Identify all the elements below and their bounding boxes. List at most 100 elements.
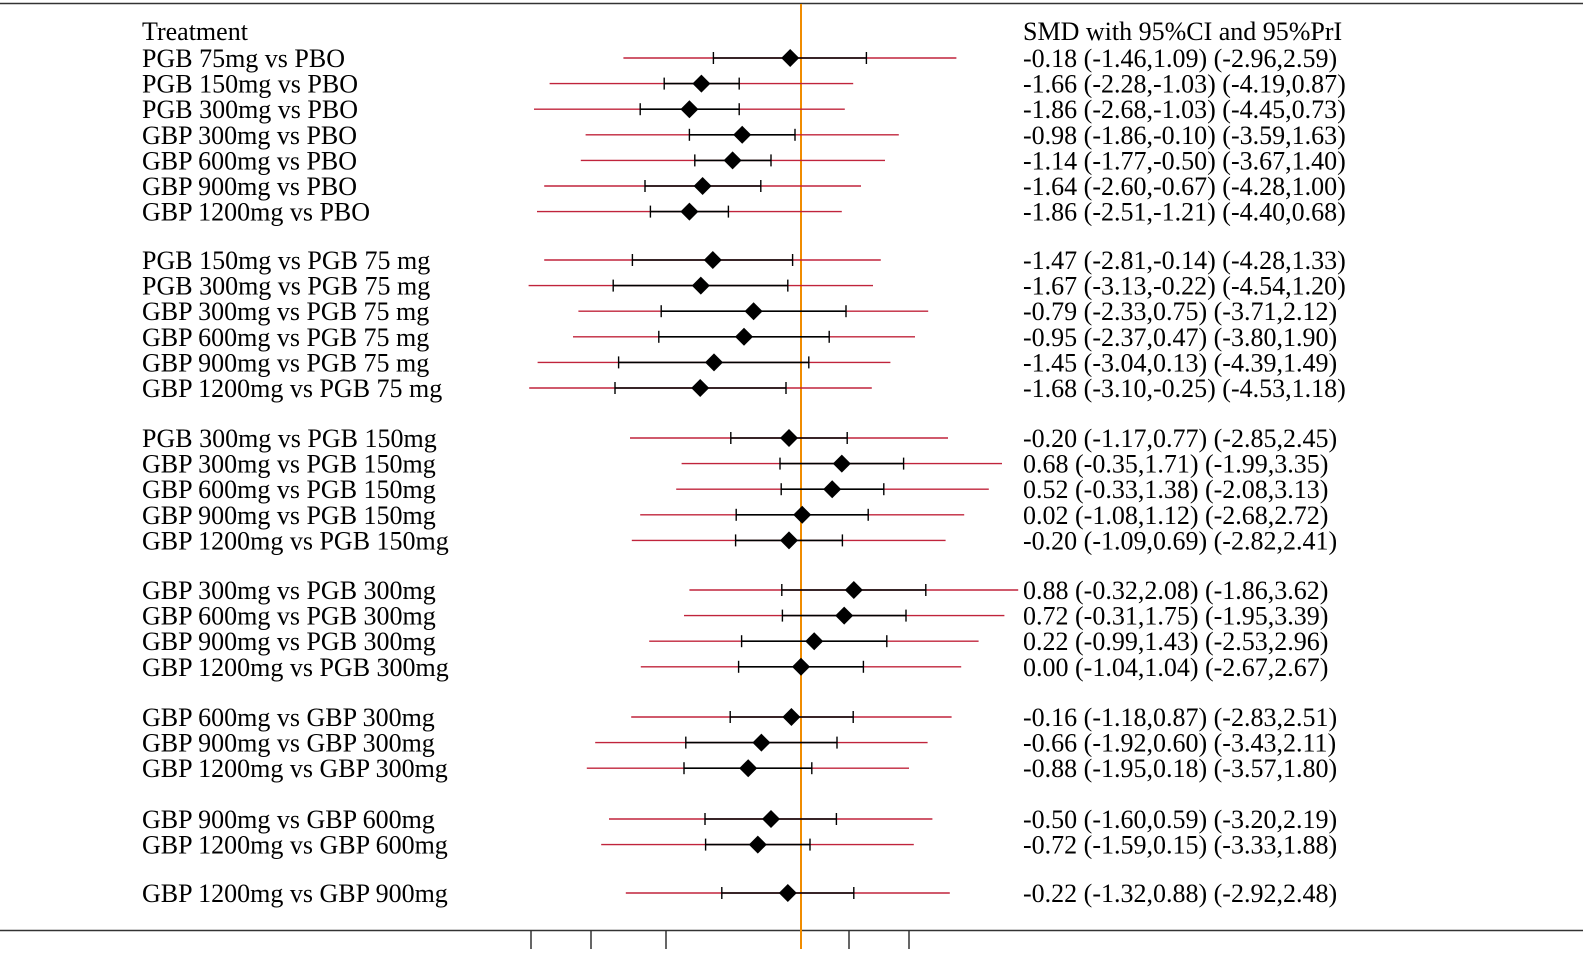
smd-point-diamond (778, 884, 797, 902)
forest-row: GBP 1200mg vs PGB 75 mg -1.68 (-3.10,-0.2… (142, 374, 1346, 403)
smd-point-diamond (793, 505, 812, 524)
row-smd-value-text: -1.47 (-2.81,-0.14) (-4.28,1.33) (1023, 246, 1346, 275)
smd-point-diamond (780, 531, 798, 550)
row-treatment-label: GBP 1200mg vs GBP 300mg (142, 754, 448, 783)
row-treatment-label: PGB 150mg vs PGB 75 mg (142, 246, 430, 275)
row-treatment-label: PGB 150mg vs PBO (142, 70, 358, 99)
forest-row: GBP 300mg vs PGB 75 mg -0.79 (-2.33,0.75)… (142, 297, 1337, 326)
row-smd-value-text: -0.20 (-1.17,0.77) (-2.85,2.45) (1023, 424, 1337, 453)
row-treatment-label: GBP 1200mg vs PBO (142, 198, 370, 227)
forest-row: PGB 150mg vs PGB 75 mg -1.47 (-2.81,-0.14… (142, 246, 1346, 275)
smd-point-diamond (705, 353, 723, 372)
forest-row: PGB 300mg vs PGB 75 mg -1.67 (-3.13,-0.22… (142, 272, 1346, 301)
row-smd-value-text: -0.20 (-1.09,0.69) (-2.82,2.41) (1023, 526, 1337, 555)
forest-row: GBP 1200mg vs GBP 600mg -0.72 (-1.59,0.15… (142, 831, 1337, 860)
row-smd-value-text: 0.22 (-0.99,1.43) (-2.53,2.96) (1023, 627, 1328, 656)
row-smd-value-text: -1.14 (-1.77,-0.50) (-3.67,1.40) (1023, 146, 1346, 175)
forest-row: GBP 1200mg vs PGB 150mg -0.20 (-1.09,0.69… (142, 526, 1337, 555)
row-smd-value-text: -1.66 (-2.28,-1.03) (-4.19,0.87) (1023, 70, 1346, 99)
forest-row: PGB 300mg vs PBO -1.86 (-2.68,-1.03) (-4.… (142, 95, 1346, 124)
row-smd-value-text: -1.86 (-2.68,-1.03) (-4.45,0.73) (1023, 95, 1346, 124)
row-smd-value-text: -0.72 (-1.59,0.15) (-3.33,1.88) (1023, 831, 1337, 860)
row-smd-value-text: -0.22 (-1.32,0.88) (-2.92,2.48) (1023, 879, 1337, 908)
smd-point-diamond (823, 480, 842, 499)
smd-point-diamond (748, 835, 767, 854)
forest-row: GBP 900mg vs PGB 300mg 0.22 (-0.99,1.43) … (142, 627, 1328, 656)
smd-point-diamond (723, 151, 742, 170)
row-smd-value-text: -0.79 (-2.33,0.75) (-3.71,2.12) (1023, 297, 1337, 326)
row-treatment-label: GBP 600mg vs PGB 300mg (142, 602, 436, 631)
forest-row: GBP 900mg vs GBP 600mg -0.50 (-1.60,0.59)… (142, 805, 1337, 834)
row-smd-value-text: -0.66 (-1.92,0.60) (-3.43,2.11) (1023, 729, 1336, 758)
smd-point-diamond (693, 177, 712, 195)
smd-point-diamond (739, 759, 758, 778)
row-smd-value-text: 0.52 (-0.33,1.38) (-2.08,3.13) (1023, 475, 1328, 504)
smd-point-diamond (780, 429, 798, 447)
smd-point-diamond (680, 100, 699, 119)
row-treatment-label: PGB 75mg vs PBO (142, 44, 345, 73)
row-treatment-label: GBP 1200mg vs GBP 900mg (142, 879, 448, 908)
smd-point-diamond (752, 733, 771, 752)
forest-row: GBP 1200mg vs PGB 300mg 0.00 (-1.04,1.04)… (142, 653, 1328, 682)
forest-row: GBP 300mg vs PGB 300mg 0.88 (-0.32,2.08) … (142, 576, 1328, 605)
row-treatment-label: GBP 1200mg vs GBP 600mg (142, 831, 448, 860)
forest-row: PGB 300mg vs PGB 150mg -0.20 (-1.17,0.77)… (142, 424, 1337, 453)
row-smd-value-text: 0.72 (-0.31,1.75) (-1.95,3.39) (1023, 602, 1328, 631)
forest-row: GBP 600mg vs GBP 300mg -0.16 (-1.18,0.87)… (142, 703, 1337, 732)
smd-point-diamond (782, 708, 801, 726)
row-treatment-label: GBP 1200mg vs PGB 300mg (142, 653, 449, 682)
forest-row: GBP 1200mg vs PBO -1.86 (-2.51,-1.21) (-4… (142, 198, 1346, 227)
forest-row: GBP 1200mg vs GBP 900mg -0.22 (-1.32,0.88… (142, 879, 1337, 908)
forest-row: GBP 900mg vs PGB 75 mg -1.45 (-3.04,0.13)… (142, 348, 1337, 377)
row-treatment-label: GBP 600mg vs PGB 75 mg (142, 323, 429, 352)
row-smd-value-text: 0.88 (-0.32,2.08) (-1.86,3.62) (1023, 576, 1328, 605)
forest-rows: PGB 75mg vs PBO -0.18 (-1.46,1.09) (-2.96… (142, 44, 1346, 908)
row-smd-value-text: -0.50 (-1.60,0.59) (-3.20,2.19) (1023, 805, 1337, 834)
row-treatment-label: GBP 900mg vs PBO (142, 172, 357, 201)
smd-point-diamond (691, 379, 710, 397)
forest-row: PGB 75mg vs PBO -0.18 (-1.46,1.09) (-2.96… (142, 44, 1337, 73)
smd-point-diamond (680, 202, 699, 221)
smd-point-diamond (733, 125, 752, 144)
forest-row: GBP 300mg vs PBO -0.98 (-1.86,-0.10) (-3.… (142, 121, 1346, 150)
row-smd-value-text: -1.64 (-2.60,-0.67) (-4.28,1.00) (1023, 172, 1346, 201)
row-treatment-label: GBP 300mg vs PBO (142, 121, 357, 150)
row-treatment-label: GBP 600mg vs PBO (142, 146, 357, 175)
smd-point-diamond (805, 632, 824, 651)
smd-header: SMD with 95%CI and 95%PrI (1023, 17, 1342, 46)
row-treatment-label: GBP 900mg vs PGB 75 mg (142, 348, 429, 377)
row-smd-value-text: 0.68 (-0.35,1.71) (-1.99,3.35) (1023, 450, 1328, 479)
row-treatment-label: PGB 300mg vs PGB 75 mg (142, 272, 430, 301)
row-smd-value-text: -0.95 (-2.37,0.47) (-3.80,1.90) (1023, 323, 1337, 352)
row-treatment-label: GBP 300mg vs PGB 300mg (142, 576, 436, 605)
row-treatment-label: GBP 300mg vs PGB 150mg (142, 450, 436, 479)
row-smd-value-text: -1.68 (-3.10,-0.25) (-4.53,1.18) (1023, 374, 1346, 403)
row-treatment-label: GBP 300mg vs PGB 75 mg (142, 297, 429, 326)
smd-point-diamond (691, 276, 710, 295)
forest-row: PGB 150mg vs PBO -1.66 (-2.28,-1.03) (-4.… (142, 70, 1346, 99)
row-treatment-label: PGB 300mg vs PBO (142, 95, 358, 124)
forest-row: GBP 900mg vs PGB 150mg 0.02 (-1.08,1.12) … (142, 501, 1328, 530)
row-smd-value-text: -0.98 (-1.86,-0.10) (-3.59,1.63) (1023, 121, 1346, 150)
smd-point-diamond (844, 581, 863, 599)
forest-row: GBP 600mg vs PGB 300mg 0.72 (-0.31,1.75) … (142, 602, 1328, 631)
row-smd-value-text: -0.18 (-1.46,1.09) (-2.96,2.59) (1023, 44, 1337, 73)
row-smd-value-text: -0.16 (-1.18,0.87) (-2.83,2.51) (1023, 703, 1337, 732)
treatment-header: Treatment (142, 17, 249, 46)
row-smd-value-text: -1.67 (-3.13,-0.22) (-4.54,1.20) (1023, 272, 1346, 301)
row-treatment-label: PGB 300mg vs PGB 150mg (142, 424, 437, 453)
row-treatment-label: GBP 900mg vs PGB 300mg (142, 627, 436, 656)
smd-point-diamond (762, 810, 780, 828)
row-treatment-label: GBP 1200mg vs PGB 75 mg (142, 374, 442, 403)
row-smd-value-text: -1.86 (-2.51,-1.21) (-4.40,0.68) (1023, 198, 1346, 227)
x-axis-ticks (530, 930, 910, 949)
smd-point-diamond (792, 657, 810, 676)
row-smd-value-text: -1.45 (-3.04,0.13) (-4.39,1.49) (1023, 348, 1337, 377)
smd-point-diamond (835, 606, 854, 625)
row-smd-value-text: 0.00 (-1.04,1.04) (-2.67,2.67) (1023, 653, 1328, 682)
smd-point-diamond (744, 302, 763, 321)
forest-row: GBP 600mg vs PGB 150mg 0.52 (-0.33,1.38) … (142, 475, 1328, 504)
row-treatment-label: GBP 600mg vs GBP 300mg (142, 703, 435, 732)
smd-point-diamond (832, 454, 851, 473)
